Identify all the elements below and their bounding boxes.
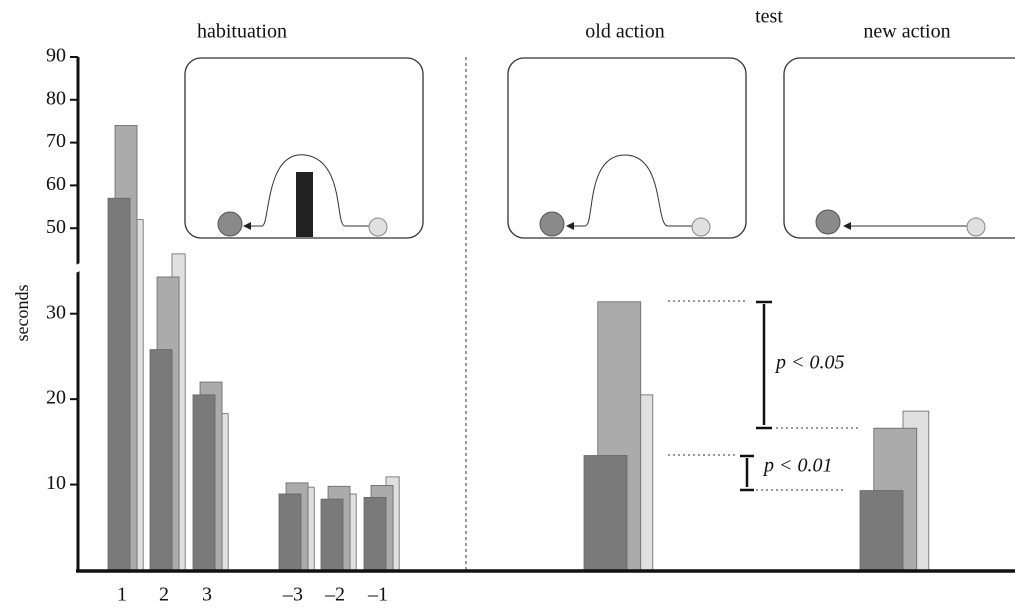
y-tick-label: 20 xyxy=(46,387,66,409)
goal xyxy=(368,217,388,237)
axis-break xyxy=(60,254,100,280)
bar xyxy=(107,197,131,571)
x-tick-label: –3 xyxy=(282,584,303,606)
guide-lines xyxy=(668,300,860,491)
group-title: test xyxy=(755,6,783,28)
brackets xyxy=(740,300,772,492)
group-title: habituation xyxy=(197,21,287,43)
x-tick-label: –2 xyxy=(324,584,345,606)
agent xyxy=(217,211,243,237)
agent xyxy=(815,209,841,235)
bar xyxy=(320,498,344,571)
y-tick-label: 10 xyxy=(46,472,66,494)
goal xyxy=(691,217,711,237)
p-label: p < 0.05 xyxy=(774,352,845,374)
bar xyxy=(278,493,302,571)
x-tick-label: 1 xyxy=(117,584,127,606)
goal xyxy=(966,217,986,237)
bar xyxy=(192,394,216,571)
y-tick-label: 80 xyxy=(46,87,66,109)
y-axis-label: seconds xyxy=(12,285,32,342)
y-tick-label: 50 xyxy=(46,216,66,238)
y-tick-label: 30 xyxy=(46,301,66,323)
y-tick-label: 60 xyxy=(46,173,66,195)
bar xyxy=(363,496,387,571)
group-title: old action xyxy=(585,21,664,43)
x-tick-label: –1 xyxy=(367,584,388,606)
y-tick-label: 90 xyxy=(46,45,66,67)
bar xyxy=(859,490,904,571)
bar xyxy=(583,455,628,571)
y-tick-label: 70 xyxy=(46,130,66,152)
p-label: p < 0.01 xyxy=(762,455,833,477)
group-title: new action xyxy=(863,21,950,43)
agent xyxy=(539,211,565,237)
illustrations xyxy=(184,57,1015,239)
bar xyxy=(149,349,173,571)
obstacle xyxy=(296,172,313,237)
x-tick-label: 3 xyxy=(202,584,212,606)
x-tick-label: 2 xyxy=(159,584,169,606)
